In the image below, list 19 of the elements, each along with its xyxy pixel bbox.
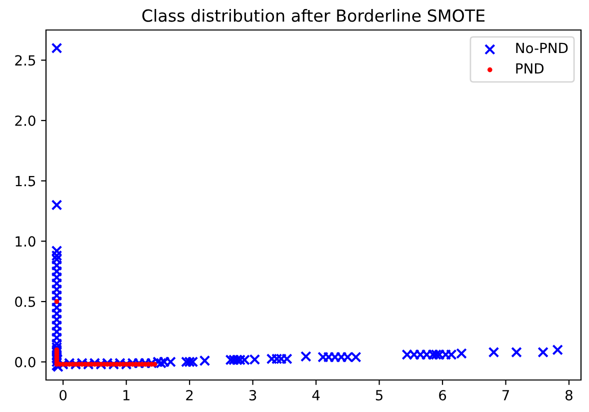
x-tick-label: 8 [566,390,572,400]
x-tick-label: 0 [60,390,67,400]
x-tick-label: 3 [249,390,256,400]
x-tick-label: 1 [123,390,130,400]
x-tick-label: 7 [502,390,509,400]
legend-label: No-PND [516,42,568,54]
x-tick-label: 5 [376,390,382,400]
legend-label: PND [516,63,544,74]
x-tick-label: 2 [186,390,193,400]
y-tick-label: 0.5 [15,296,36,308]
y-tick-label: 1.5 [16,176,36,186]
x-tick-label: 6 [439,390,446,400]
y-tick-label: 2.5 [15,55,36,66]
y-tick-label: 0.0 [15,356,36,368]
y-tick-label: 2.0 [15,115,36,126]
chart-title: Class distribution after Borderline SMOTE [142,9,485,22]
point [54,299,60,304]
x-tick-label: 4 [312,390,320,400]
y-tick-label: 1.0 [16,236,36,247]
